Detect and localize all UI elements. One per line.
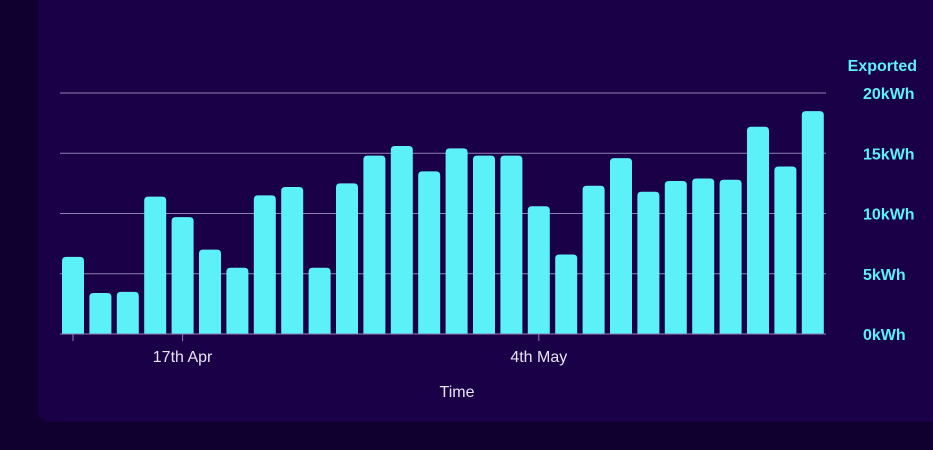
bar[interactable] bbox=[692, 178, 715, 334]
bar[interactable] bbox=[637, 191, 660, 334]
bars bbox=[62, 111, 824, 335]
bar[interactable] bbox=[308, 267, 331, 334]
bar[interactable] bbox=[62, 256, 84, 334]
bar[interactable] bbox=[390, 146, 413, 334]
x-axis-ticks: 17th Apr 4th May bbox=[72, 334, 567, 366]
bar[interactable] bbox=[199, 249, 221, 334]
y-tick-label: 10kWh bbox=[863, 207, 915, 224]
bar[interactable] bbox=[801, 111, 824, 334]
bar[interactable] bbox=[664, 180, 687, 334]
bar[interactable] bbox=[89, 293, 112, 334]
bar[interactable] bbox=[527, 206, 550, 334]
y-tick-label: 0kWh bbox=[863, 327, 906, 344]
y-tick-label: 20kWh bbox=[863, 86, 915, 103]
bar[interactable] bbox=[226, 267, 249, 334]
bar[interactable] bbox=[253, 195, 276, 334]
bar[interactable] bbox=[336, 183, 358, 334]
bar[interactable] bbox=[555, 254, 578, 334]
bar[interactable] bbox=[774, 166, 797, 334]
bar[interactable] bbox=[144, 196, 167, 334]
y-tick-label: 5kWh bbox=[863, 267, 906, 284]
bar[interactable] bbox=[719, 179, 742, 334]
bar[interactable] bbox=[582, 185, 605, 334]
x-axis-label: Time bbox=[440, 384, 475, 401]
bar[interactable] bbox=[281, 186, 304, 334]
y-tick-label: 15kWh bbox=[863, 146, 915, 163]
x-tick-label: 4th May bbox=[510, 349, 567, 366]
bar[interactable] bbox=[418, 171, 441, 334]
bar[interactable] bbox=[473, 155, 495, 334]
bar[interactable] bbox=[610, 158, 632, 334]
bar[interactable] bbox=[171, 217, 194, 334]
series-label: Exported bbox=[848, 58, 917, 75]
y-axis-ticks: 0kWh 5kWh 10kWh 15kWh 20kWh bbox=[863, 86, 915, 344]
x-tick-label: 17th Apr bbox=[153, 349, 213, 366]
bar[interactable] bbox=[116, 291, 139, 334]
bar[interactable] bbox=[500, 155, 523, 334]
bar[interactable] bbox=[445, 148, 468, 334]
bar[interactable] bbox=[747, 126, 769, 335]
bar[interactable] bbox=[363, 155, 386, 334]
